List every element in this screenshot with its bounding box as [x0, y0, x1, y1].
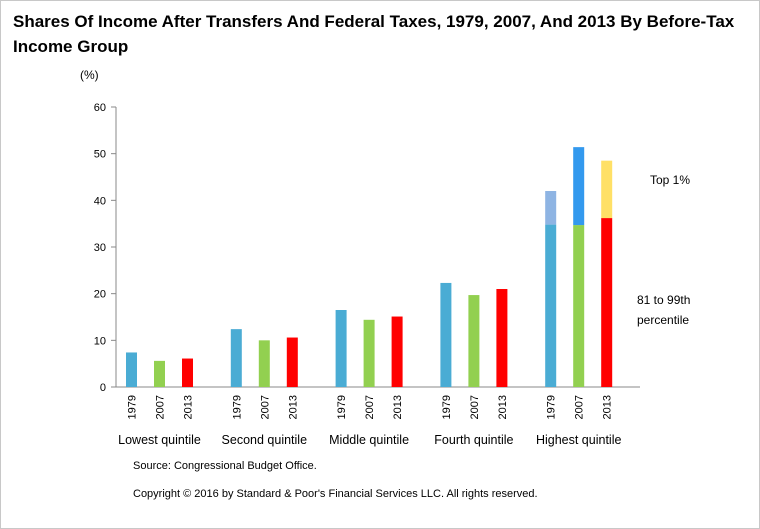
y-tick-label: 60 — [94, 102, 106, 114]
x-tick-label-year: 2013 — [497, 395, 509, 419]
y-tick-label: 40 — [94, 195, 106, 207]
bar — [440, 282, 452, 387]
bar — [182, 358, 193, 387]
y-tick-label: 10 — [94, 335, 106, 347]
bar-segment-top1 — [573, 147, 585, 226]
source-note: Source: Congressional Budget Office. — [133, 460, 317, 472]
bar-segment-top1 — [601, 160, 613, 219]
x-tick-label-year: 1979 — [127, 395, 139, 419]
bar — [391, 316, 403, 387]
y-tick-label: 20 — [94, 289, 106, 301]
bar — [363, 319, 375, 387]
copyright-note: Copyright © 2016 by Standard & Poor's Fi… — [133, 488, 538, 500]
x-tick-label-year: 2007 — [155, 395, 167, 419]
x-tick-label-year: 2013 — [287, 395, 299, 419]
annotation-rest-line1: 81 to 99th — [637, 293, 690, 307]
bar — [573, 225, 585, 387]
y-tick-label: 0 — [100, 382, 106, 394]
x-group-label: Second quintile — [222, 433, 308, 447]
bar — [545, 224, 557, 387]
x-tick-label-year: 2013 — [392, 395, 404, 419]
x-group-label: Fourth quintile — [434, 433, 513, 447]
x-tick-label-year: 1979 — [441, 395, 453, 419]
x-group-label: Middle quintile — [329, 433, 409, 447]
x-tick-label-year: 2007 — [364, 395, 376, 419]
bar — [154, 360, 165, 387]
bar — [286, 337, 298, 387]
x-tick-label-year: 2013 — [183, 395, 195, 419]
x-tick-label-year: 2007 — [574, 395, 586, 419]
y-tick-label: 50 — [94, 149, 106, 161]
x-tick-label-year: 2007 — [469, 395, 481, 419]
x-tick-label-year: 1979 — [231, 395, 243, 419]
annotation-rest-line2: percentile — [637, 313, 689, 327]
x-tick-label-year: 2013 — [602, 395, 614, 419]
y-tick-label: 30 — [94, 242, 106, 254]
x-tick-label-year: 2007 — [259, 395, 271, 419]
y-axis-unit-label: (%) — [80, 68, 99, 82]
bar — [601, 218, 613, 387]
x-group-label: Highest quintile — [536, 433, 622, 447]
bar — [230, 329, 242, 387]
x-tick-label-year: 1979 — [336, 395, 348, 419]
x-tick-label-year: 1979 — [546, 395, 558, 419]
bar — [258, 340, 270, 387]
annotation-top1: Top 1% — [650, 173, 690, 187]
bar — [126, 352, 137, 387]
x-group-label: Lowest quintile — [118, 433, 201, 447]
bar — [496, 289, 508, 387]
bar — [335, 310, 347, 387]
chart-title: Shares Of Income After Transfers And Fed… — [13, 12, 735, 56]
bar-segment-top1 — [545, 191, 557, 225]
bar — [468, 295, 480, 387]
